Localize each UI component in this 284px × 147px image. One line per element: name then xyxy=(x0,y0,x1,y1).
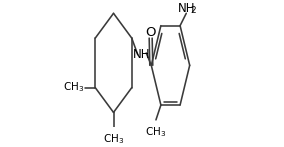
Text: NH: NH xyxy=(178,2,196,15)
Text: NH: NH xyxy=(133,48,151,61)
Text: CH$_3$: CH$_3$ xyxy=(103,132,124,146)
Text: CH$_3$: CH$_3$ xyxy=(145,126,166,139)
Text: 2: 2 xyxy=(190,6,196,15)
Text: O: O xyxy=(145,26,156,39)
Text: CH$_3$: CH$_3$ xyxy=(63,81,84,94)
